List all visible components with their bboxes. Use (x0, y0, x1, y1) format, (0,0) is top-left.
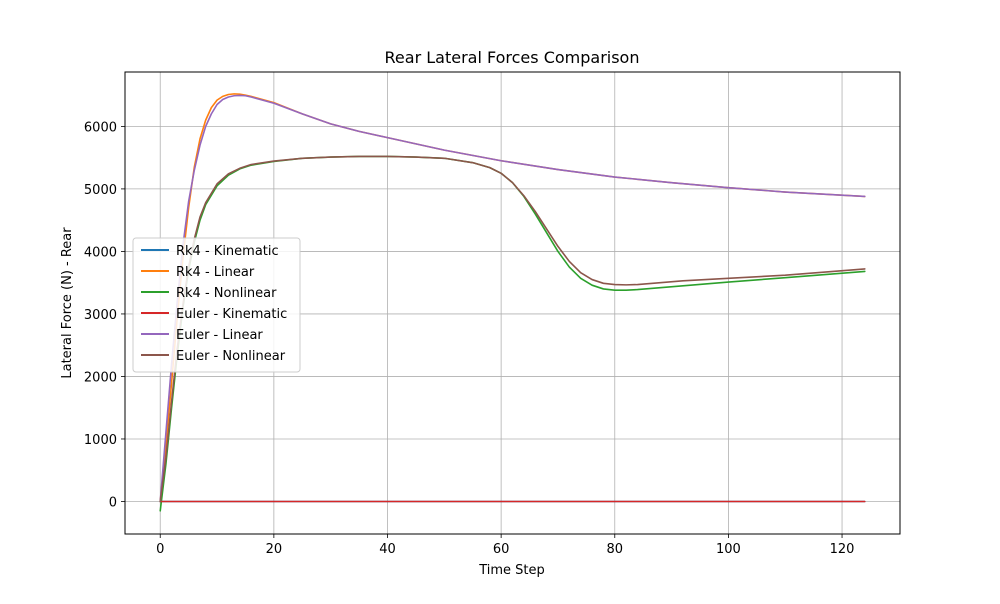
legend-label: Rk4 - Linear (176, 265, 255, 280)
x-tick-label: 100 (716, 542, 741, 557)
series-lines (159, 93, 866, 512)
legend-label: Euler - Kinematic (176, 307, 287, 322)
legend-label: Euler - Linear (176, 328, 263, 343)
x-tick-label: 20 (266, 542, 283, 557)
y-tick-label: 5000 (84, 183, 117, 198)
axis-ticks: 0 20 40 60 80 100 120 0 1000 2000 3000 4000 5000 6000 (84, 120, 855, 557)
y-tick-label: 2000 (84, 370, 117, 385)
y-tick-label: 3000 (84, 308, 117, 323)
y-tick-label: 0 (109, 495, 117, 510)
series-line-euler-nonlinear (159, 155, 866, 503)
x-axis-label: Time Step (478, 563, 545, 578)
y-tick-label: 6000 (84, 120, 117, 135)
x-tick-label: 60 (493, 542, 510, 557)
legend-box (132, 237, 301, 373)
legend-label: Euler - Nonlinear (176, 349, 286, 364)
legend-label: Rk4 - Kinematic (176, 244, 279, 259)
x-tick-label: 80 (606, 542, 623, 557)
legend: Rk4 - Kinematic Rk4 - Linear Rk4 - Nonline… (132, 237, 301, 373)
x-tick-label: 120 (830, 542, 855, 557)
y-tick-label: 4000 (84, 245, 117, 260)
legend-label: Rk4 - Nonlinear (176, 286, 277, 301)
y-axis-label: Lateral Force (N) - Rear (60, 227, 75, 379)
x-tick-label: 0 (156, 542, 164, 557)
chart-title: Rear Lateral Forces Comparison (385, 48, 640, 67)
x-tick-label: 40 (379, 542, 396, 557)
series-line-euler-linear (159, 94, 866, 503)
plot-frame (124, 71, 901, 535)
y-tick-label: 1000 (84, 433, 117, 448)
